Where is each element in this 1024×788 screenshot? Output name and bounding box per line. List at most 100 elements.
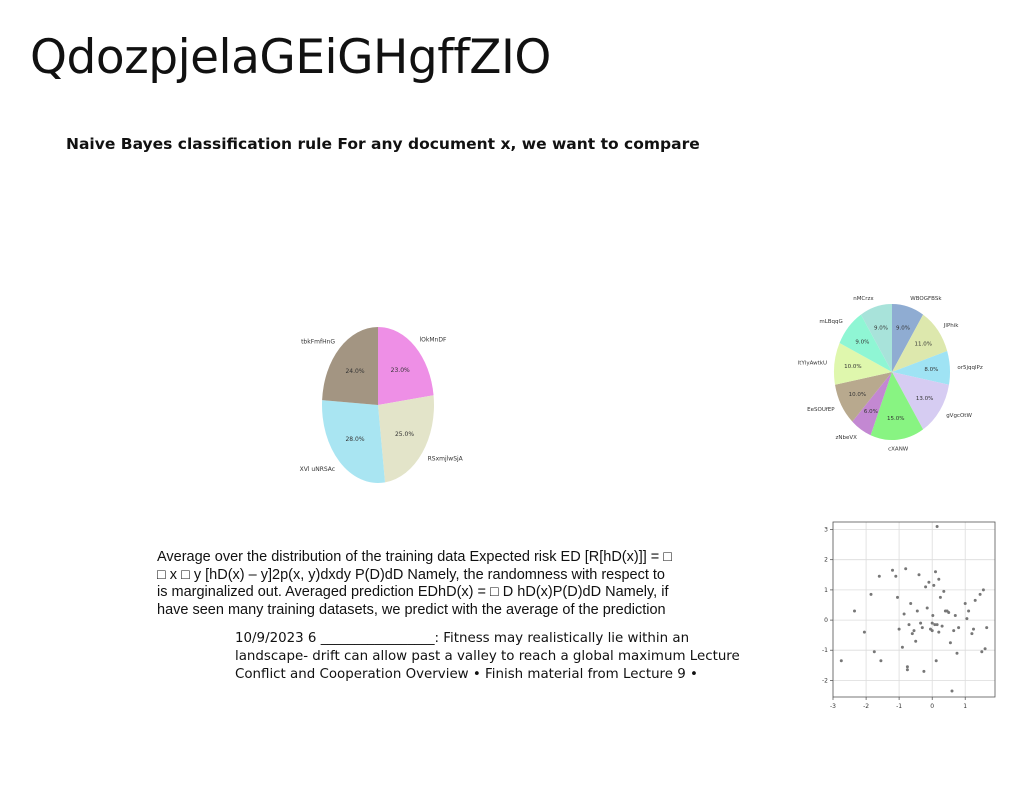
slice-value-label: 23.0% [391, 367, 410, 374]
slice-category-label: WBOGFBSk [910, 296, 942, 302]
slice-category-label: or5jqqlPz [957, 365, 982, 371]
slice-category-label: EeSOUfEP [807, 407, 835, 413]
scatter-point [904, 567, 908, 571]
pie-slice [378, 327, 434, 405]
scatter-point [914, 639, 918, 643]
x-tick-label: -3 [830, 703, 836, 710]
slice-value-label: 10.0% [844, 364, 861, 370]
slice-category-label: tbkFmfHnG [301, 338, 335, 345]
scatter-point [967, 609, 971, 613]
scatter-point [947, 611, 951, 614]
scatter-point [925, 606, 929, 610]
slice-value-label: 9.0% [874, 326, 888, 332]
scatter-point [970, 632, 974, 636]
x-tick-label: 1 [963, 703, 967, 710]
scatter-point [965, 617, 969, 621]
scatter-point [940, 624, 944, 628]
y-tick-label: 0 [824, 617, 828, 624]
scatter-point [897, 627, 901, 631]
slice-category-label: RSxmjlwSjA [428, 456, 464, 463]
slice-value-label: 9.0% [896, 326, 910, 332]
scatter-point [927, 580, 931, 584]
scatter-point [937, 630, 941, 634]
scatter-point [910, 632, 914, 636]
slice-value-label: 6.0% [864, 409, 878, 415]
scatter-point [972, 627, 975, 631]
x-tick-label: -2 [863, 703, 869, 710]
slice-value-label: 11.0% [914, 342, 931, 348]
plot-frame [832, 521, 996, 698]
scatter-point [907, 623, 911, 627]
pie-slice [892, 314, 948, 372]
slice-category-label: lOkMnDF [420, 337, 447, 344]
slice-value-label: 15.0% [887, 416, 904, 422]
slice-category-label: cXANW [888, 446, 909, 452]
scatter-point [917, 573, 921, 577]
slice-value-label: 13.0% [916, 396, 933, 402]
pie-chart-1: 23.0% lOkMnDF 25.0% RSxmjlwSjA 28.0% XVl uNRS… [300, 327, 464, 483]
slice-category-label: zNbeVX [835, 435, 857, 441]
scatter-point [937, 577, 941, 581]
scatter-point [922, 669, 926, 673]
pie-chart-2: 9.0% WBOGFBSk 11.0% JlPhik 8.0% or5jqqlPz 13.0… [798, 296, 983, 452]
scatter-chart: -3 -2 -1 0 1 3 2 1 0 -1 -2 [822, 521, 996, 710]
scatter-point [980, 650, 984, 654]
plot-area [833, 522, 995, 697]
scatter-point [963, 602, 967, 605]
pie-slice [378, 395, 435, 483]
scatter-point [952, 629, 956, 633]
y-tick-label: -2 [822, 677, 828, 684]
pie-slice [834, 343, 892, 385]
scatter-point [953, 614, 957, 617]
pie-slice [835, 372, 892, 422]
scatter-point [891, 568, 894, 572]
body-paragraph-2: 10/9/2023 6 _________________: Fitness m… [235, 631, 740, 682]
scatter-point [955, 651, 959, 655]
scatter-point [862, 630, 866, 634]
scatter-point [905, 668, 909, 672]
scatter-point [909, 602, 913, 605]
scatter-point [950, 689, 954, 693]
scatter-point [948, 641, 952, 645]
scatter-point [900, 645, 904, 649]
pie-slice [322, 327, 378, 405]
slide-subtitle: Naive Bayes classification rule For any … [66, 135, 700, 153]
y-tick-label: 3 [824, 527, 828, 534]
scatter-point [839, 659, 843, 663]
scatter-point [877, 574, 881, 578]
y-tick-label: 2 [824, 557, 828, 564]
pie-slice [839, 314, 892, 372]
y-tick-label: -1 [822, 647, 828, 654]
scatter-point [912, 629, 916, 633]
slice-category-label: ltYlyAwtkU [798, 360, 827, 366]
scatter-point [902, 612, 906, 616]
pie-slice [870, 372, 924, 440]
pie-slice [892, 304, 924, 372]
scatter-point [905, 665, 909, 669]
scatter-point [934, 659, 938, 663]
pie-slice [852, 372, 892, 436]
scatter-point [930, 629, 934, 633]
pie-slice [892, 372, 949, 430]
scatter-point [935, 525, 939, 528]
slice-value-label: 24.0% [345, 368, 364, 375]
scatter-point [924, 585, 928, 589]
scatter-point [973, 598, 977, 602]
scatter-point [896, 595, 899, 599]
scatter-point [985, 626, 989, 630]
scatter-point [957, 626, 961, 630]
slice-category-label: mLBqqG [819, 319, 842, 325]
scatter-point [869, 592, 873, 596]
scatter-point [872, 650, 876, 654]
scatter-point [935, 623, 939, 627]
scatter-point [894, 574, 898, 578]
scatter-point [983, 647, 987, 651]
pie-slice [321, 400, 386, 483]
scatter-point [931, 614, 935, 617]
scatter-point [879, 659, 883, 663]
slice-value-label: 8.0% [924, 367, 938, 373]
pie-slice [892, 350, 950, 385]
slice-category-label: gVgcOtW [946, 413, 972, 419]
slice-value-label: 25.0% [395, 431, 414, 438]
scatter-point [938, 595, 942, 599]
